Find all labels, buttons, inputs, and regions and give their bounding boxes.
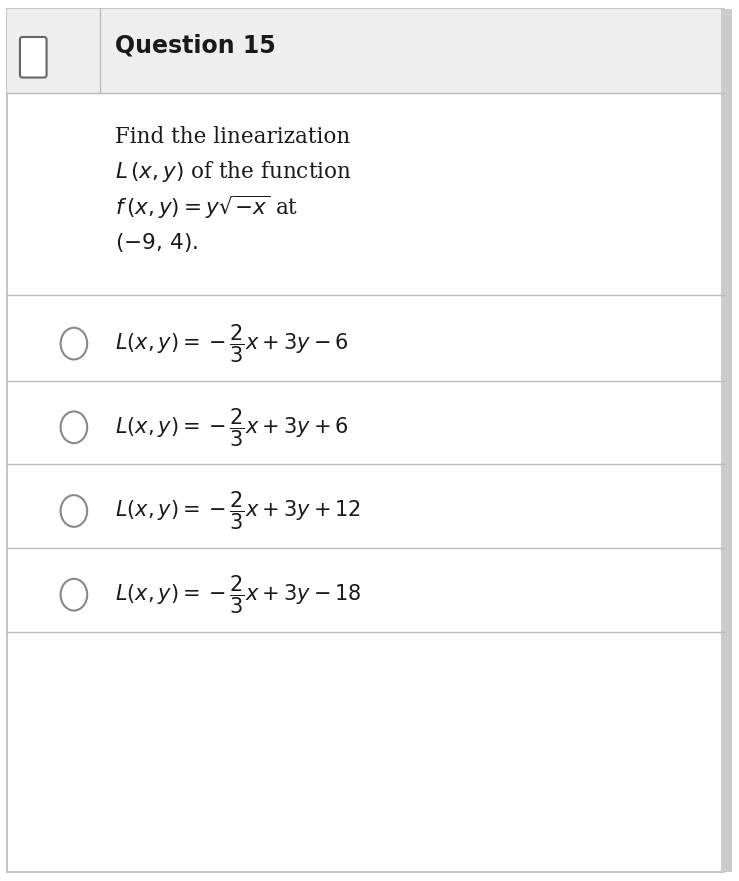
- Text: $L(x, y) = -\dfrac{2}{3}x + 3y - 6$: $L(x, y) = -\dfrac{2}{3}x + 3y - 6$: [115, 322, 348, 365]
- Text: $\it{f}\,(x, y) = y\sqrt{-x}$ at: $\it{f}\,(x, y) = y\sqrt{-x}$ at: [115, 194, 298, 220]
- Polygon shape: [22, 66, 44, 70]
- Text: $\it{L}\,(x, y)$ of the function: $\it{L}\,(x, y)$ of the function: [115, 159, 351, 184]
- Text: Question 15: Question 15: [115, 33, 276, 58]
- Text: $L(x, y) = -\dfrac{2}{3}x + 3y - 18$: $L(x, y) = -\dfrac{2}{3}x + 3y - 18$: [115, 574, 361, 616]
- Bar: [721, 9, 732, 872]
- Bar: [7, 9, 724, 93]
- FancyBboxPatch shape: [7, 9, 724, 872]
- Text: $L(x, y) = -\dfrac{2}{3}x + 3y + 6$: $L(x, y) = -\dfrac{2}{3}x + 3y + 6$: [115, 406, 348, 448]
- Text: $L(x, y) = -\dfrac{2}{3}x + 3y + 12$: $L(x, y) = -\dfrac{2}{3}x + 3y + 12$: [115, 490, 361, 532]
- FancyBboxPatch shape: [20, 37, 47, 78]
- Text: Find the linearization: Find the linearization: [115, 126, 350, 147]
- Text: $(-9,\,4).$: $(-9,\,4).$: [115, 231, 198, 254]
